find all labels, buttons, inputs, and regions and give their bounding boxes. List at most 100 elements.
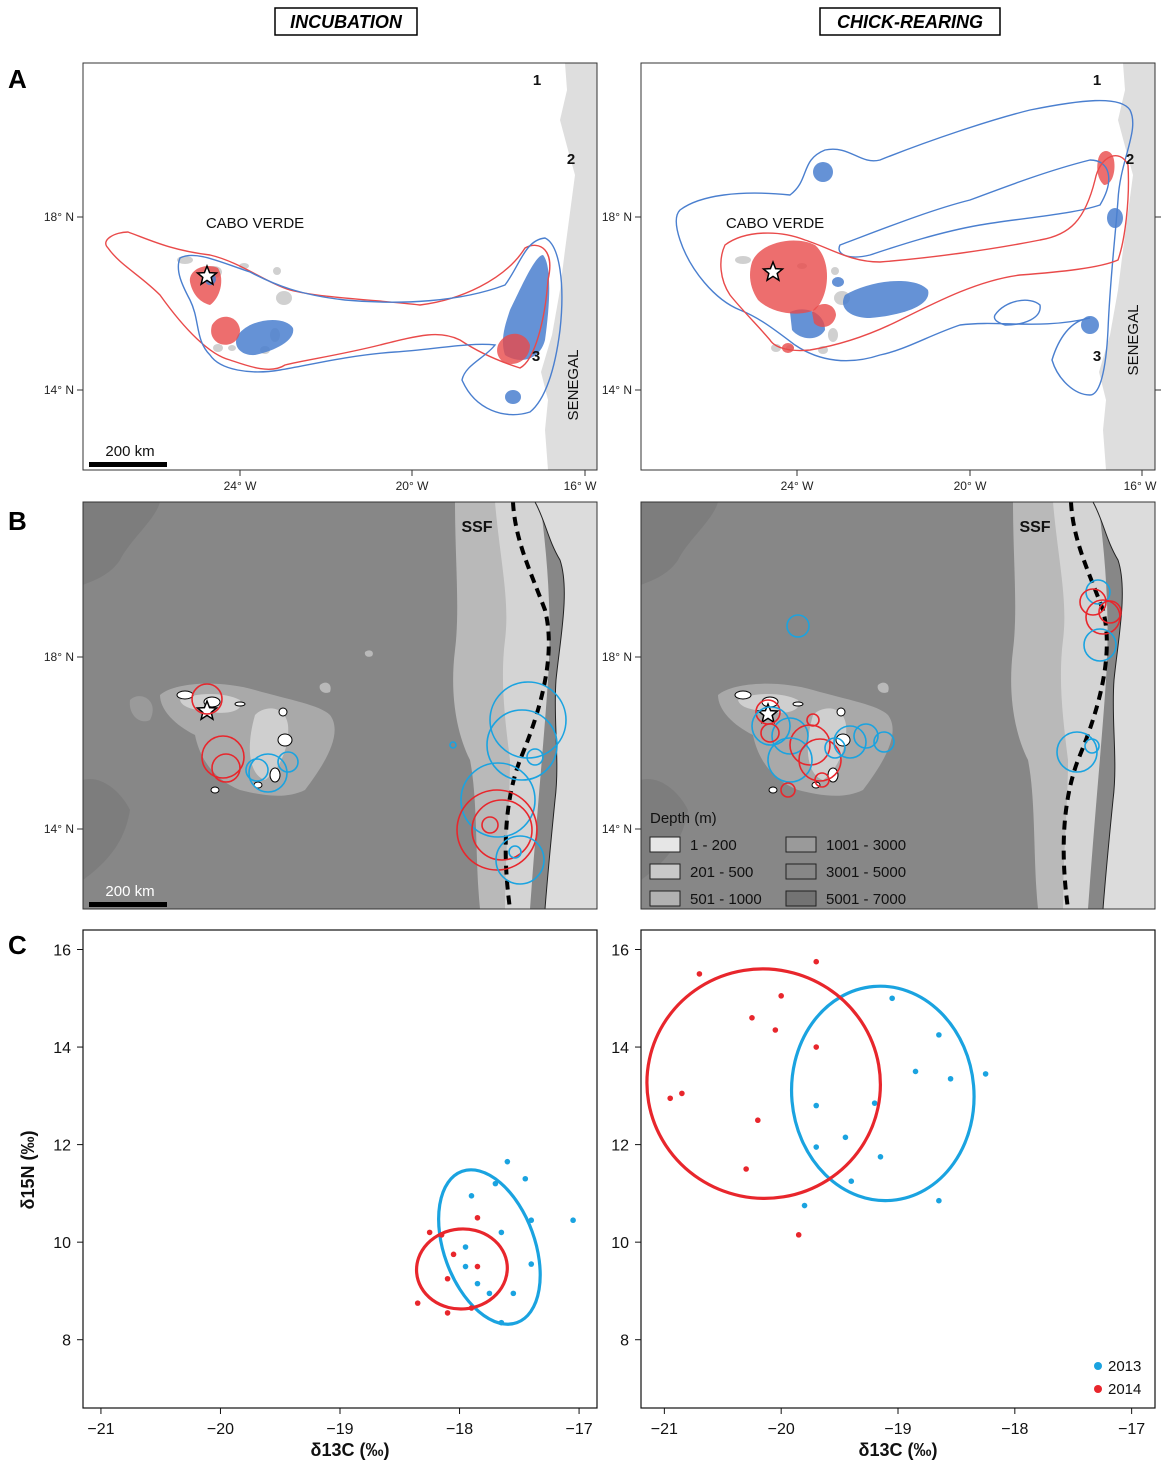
point-2013 <box>570 1217 576 1224</box>
lat-tick-label: 14° N <box>44 822 74 836</box>
trip-centroids-incubation <box>191 681 567 885</box>
core-area-2014 <box>497 333 530 365</box>
point-2014 <box>755 1117 761 1124</box>
map-b-chick-rearing: SSF Depth (m) 1 - 200 201 - 500 501 - 10… <box>640 501 1156 910</box>
point-2013 <box>462 1263 469 1270</box>
trip-ring <box>798 738 842 782</box>
point-2013 <box>912 1068 919 1075</box>
lon-tick-label: 24° W <box>781 479 814 493</box>
legend-swatch-2014 <box>1094 1385 1102 1393</box>
site-label-1: 1 <box>1093 72 1101 89</box>
y-tick-label: 14 <box>611 1040 629 1057</box>
x-tick-label: −18 <box>446 1421 473 1438</box>
range-contour-2014 <box>720 155 1130 352</box>
label-cabo-verde: CABO VERDE <box>726 215 824 232</box>
point-2013 <box>474 1280 481 1287</box>
lat-tick-label: 18° N <box>44 210 74 224</box>
legend-label-2014: 2014 <box>1108 1381 1141 1398</box>
point-2013 <box>486 1290 493 1297</box>
trip-ring <box>526 748 544 766</box>
scale-bar-label: 200 km <box>105 883 154 900</box>
trip-ring <box>471 799 533 861</box>
trip-ring <box>786 614 810 638</box>
depth-legend-item: 3001 - 5000 <box>826 864 906 881</box>
point-2013 <box>522 1175 529 1182</box>
core-area-2014 <box>211 316 240 345</box>
y-tick-label: 8 <box>620 1333 629 1350</box>
panel-label-a: A <box>8 64 27 94</box>
point-2014 <box>444 1310 451 1316</box>
label-cabo-verde: CABO VERDE <box>206 215 304 232</box>
land-senegal <box>541 63 597 470</box>
point-2013 <box>982 1071 989 1077</box>
core-area-2014 <box>750 240 828 314</box>
legend-swatch-2013 <box>1094 1362 1102 1370</box>
trip-ring <box>760 723 780 743</box>
trip-ring <box>806 713 820 727</box>
depth-legend: Depth (m) 1 - 200 201 - 500 501 - 1000 1… <box>649 810 906 908</box>
trip-ring <box>489 681 567 759</box>
trip-ring <box>245 758 269 782</box>
depth-legend-item: 1 - 200 <box>690 837 737 854</box>
ellipse-2014 <box>645 967 882 1200</box>
header-incubation: INCUBATION <box>274 7 418 36</box>
ellipse-2013 <box>437 1168 542 1326</box>
depth-legend-item: 501 - 1000 <box>690 891 762 908</box>
lon-tick-label: 20° W <box>396 479 429 493</box>
core-area-2014 <box>812 304 836 327</box>
point-2013 <box>813 1102 820 1109</box>
point-2014 <box>468 1305 475 1311</box>
point-2013 <box>842 1134 849 1141</box>
y-tick-label: 10 <box>53 1235 71 1252</box>
lat-tick-label: 14° N <box>602 383 632 397</box>
point-2013 <box>813 1144 820 1150</box>
header-chick-rearing: CHICK-REARING <box>819 7 1001 36</box>
range-contour-2013 <box>675 99 1134 396</box>
trip-centroids-chick-rearing <box>751 579 1122 798</box>
x-tick-label: −21 <box>651 1421 678 1438</box>
svg-text:INCUBATION: INCUBATION <box>290 12 403 32</box>
point-2013 <box>877 1154 884 1160</box>
x-axis-label-incubation: δ13C (‰) <box>311 1440 390 1460</box>
map-b-incubation: SSF 200 km <box>82 501 598 910</box>
trip-ring <box>873 731 895 753</box>
label-ssf: SSF <box>461 519 492 536</box>
range-contour-2014 <box>105 231 551 370</box>
colony-star-icon <box>761 259 785 282</box>
point-2014 <box>444 1275 451 1282</box>
point-2014 <box>667 1095 674 1102</box>
colony-star-icon <box>195 263 219 286</box>
core-area-2013 <box>1081 316 1099 334</box>
point-2014 <box>696 971 703 977</box>
trip-ring <box>833 725 867 759</box>
trip-ring <box>771 717 809 755</box>
lat-tick-label: 18° N <box>602 210 632 224</box>
x-tick-label: −18 <box>1001 1421 1028 1438</box>
point-2013 <box>510 1290 517 1297</box>
x-tick-label: −19 <box>326 1421 353 1438</box>
trip-ring <box>486 709 558 781</box>
lon-tick-label: 16° W <box>564 479 597 493</box>
trip-ring <box>201 735 245 779</box>
lon-tick-label: 20° W <box>954 479 987 493</box>
core-area-2013 <box>502 255 550 360</box>
trip-ring <box>460 762 536 838</box>
label-ssf: SSF <box>1019 519 1050 536</box>
point-2014 <box>749 1014 755 1021</box>
trip-ring <box>495 835 545 885</box>
x-tick-label: −21 <box>87 1421 114 1438</box>
point-2013 <box>528 1217 535 1224</box>
range-contour-2013 <box>177 237 563 416</box>
legend-label-2013: 2013 <box>1108 1358 1141 1375</box>
scale-bar <box>89 462 167 467</box>
x-tick-label: −17 <box>565 1421 592 1438</box>
trip-ring <box>1085 599 1121 635</box>
trip-ring <box>751 706 791 746</box>
trip-ring <box>853 723 879 749</box>
trip-ring <box>780 782 796 798</box>
lat-tick-label: 18° N <box>44 650 74 664</box>
point-2013 <box>504 1158 511 1165</box>
point-2014 <box>679 1090 685 1097</box>
site-label-1: 1 <box>533 72 541 89</box>
land-senegal <box>534 502 597 909</box>
